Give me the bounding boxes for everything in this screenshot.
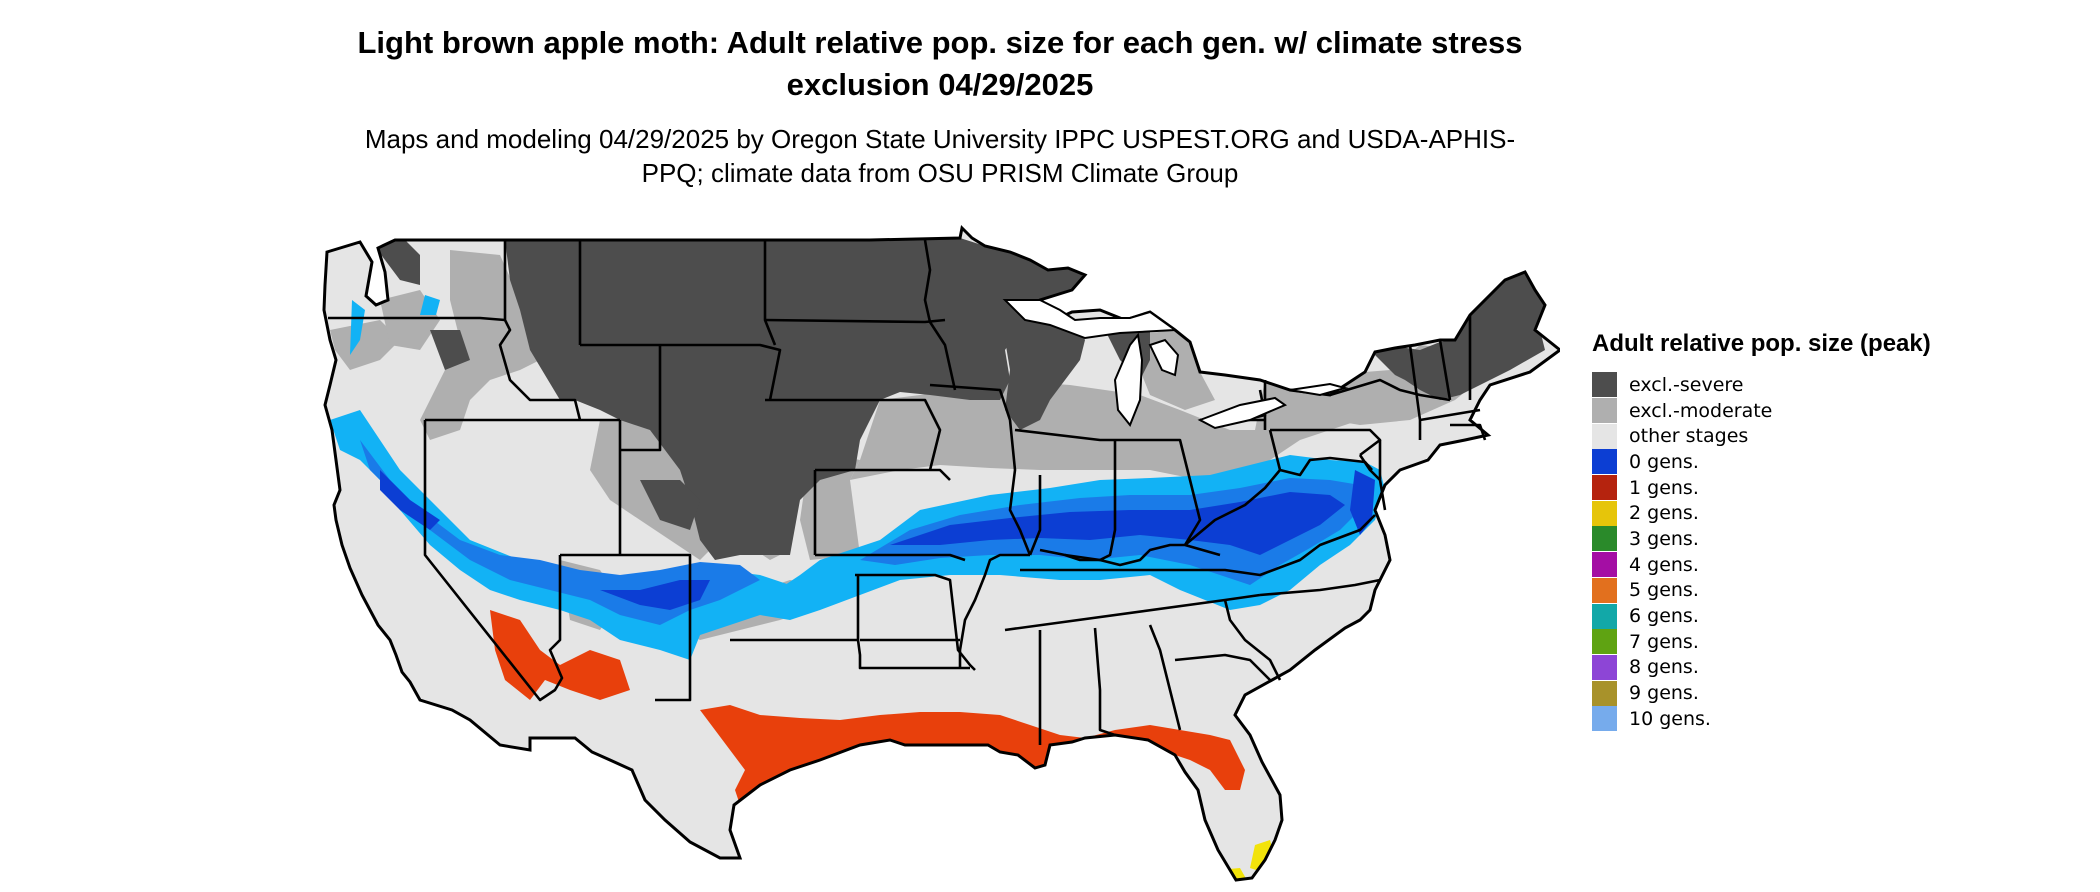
legend-item: 6 gens. [1592,603,1932,629]
legend-label: excl.-moderate [1629,399,1773,422]
legend-swatch [1592,526,1617,552]
great-lakes [1002,299,1349,430]
us-map [322,226,1560,882]
legend-item: 3 gens. [1592,526,1932,552]
legend-label: 1 gens. [1629,476,1699,499]
legend-item: 7 gens. [1592,629,1932,655]
legend-item: 5 gens. [1592,577,1932,604]
legend-swatch [1592,500,1617,526]
legend-item: excl.-severe [1592,372,1932,398]
legend-label: 4 gens. [1629,553,1699,576]
legend-swatch [1592,603,1617,629]
legend-label: 0 gens. [1629,450,1699,473]
legend-label: excl.-severe [1629,373,1744,396]
legend-swatch [1592,449,1617,475]
legend-item: 1 gens. [1592,475,1932,501]
map-subtitle: Maps and modeling 04/29/2025 by Oregon S… [364,124,1516,188]
state-borders [328,239,1487,745]
legend-items: excl.-severe excl.-moderate other stages 0 … [1592,372,1932,732]
legend-title: Adult relative pop. size (peak) [1592,330,1931,357]
legend-swatch [1592,680,1617,706]
legend-label: 8 gens. [1629,656,1699,679]
legend-swatch [1592,654,1617,680]
legend-swatch [1592,423,1617,449]
legend-item: 0 gens. [1592,449,1932,475]
legend-item: 9 gens. [1592,680,1932,706]
legend: Adult relative pop. size (peak) excl.-se… [1592,330,1932,732]
legend-swatch [1592,552,1617,578]
legend-label: other stages [1629,425,1749,448]
legend-label: 10 gens. [1629,707,1711,730]
legend-item: 2 gens. [1592,500,1932,526]
legend-label: 3 gens. [1629,527,1699,550]
legend-swatch [1592,398,1617,424]
map-title: Light brown apple moth: Adult relative p… [357,25,1523,102]
legend-label: 7 gens. [1629,630,1699,653]
legend-swatch [1592,706,1617,732]
legend-item: 10 gens. [1592,706,1932,732]
red-orange-regions [490,610,1245,805]
legend-swatch [1592,629,1617,655]
legend-item: excl.-moderate [1592,398,1932,424]
legend-item: other stages [1592,423,1932,449]
legend-item: 4 gens. [1592,552,1932,578]
legend-item: 8 gens. [1592,654,1932,681]
legend-label: 6 gens. [1629,605,1699,628]
legend-label: 5 gens. [1629,579,1699,602]
legend-swatch [1592,372,1617,398]
legend-label: 9 gens. [1629,682,1699,705]
legend-label: 2 gens. [1629,502,1699,525]
legend-swatch [1592,475,1617,501]
legend-swatch [1592,577,1617,603]
